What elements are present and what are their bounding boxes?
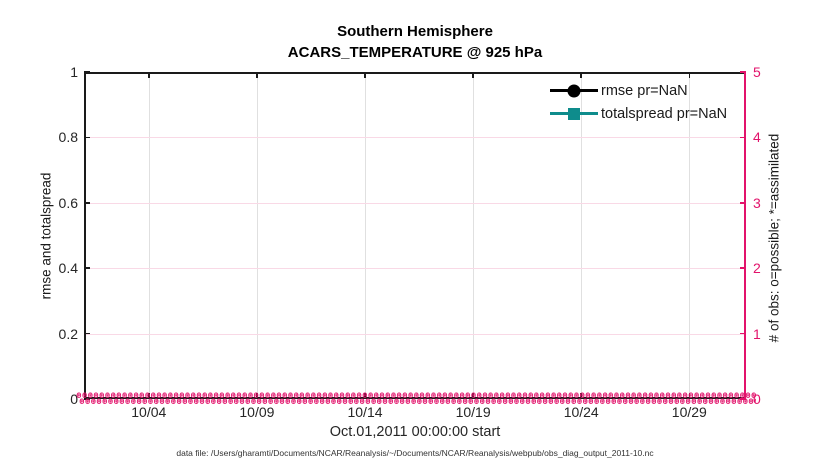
x-tick-top	[472, 72, 474, 78]
axis-spine-bottom	[84, 397, 746, 399]
y-tick-left	[84, 202, 90, 204]
x-gridline	[581, 72, 583, 399]
x-axis-tick-label: 10/14	[347, 404, 383, 420]
legend-item: rmse pr=NaN	[550, 79, 727, 102]
x-gridline	[148, 72, 150, 399]
y-axis-tick-label-left: 1	[70, 64, 78, 80]
square-marker-icon	[568, 107, 580, 120]
x-tick-top	[688, 72, 691, 78]
x-gridline	[689, 72, 691, 399]
y-tick-left	[84, 71, 90, 73]
legend: rmse pr=NaN totalspread pr=NaN	[550, 79, 727, 125]
x-tick-bottom	[364, 393, 366, 399]
legend-key	[550, 83, 598, 98]
y-axis-tick-label-right: 0	[753, 391, 761, 407]
y-axis-tick-label-left: 0	[70, 391, 78, 407]
x-tick-top	[256, 72, 258, 78]
x-tick-bottom	[256, 393, 258, 399]
y-gridline	[84, 202, 746, 204]
y-tick-left	[84, 267, 90, 269]
y-axis-tick-label-right: 3	[753, 194, 761, 211]
data-file-footnote: data file: /Users/gharamti/Documents/NCA…	[176, 448, 654, 458]
axis-spine-left	[84, 72, 86, 399]
x-gridline	[473, 72, 475, 399]
y-axis-tick-label-left: 0.6	[58, 194, 78, 211]
y-gridline	[84, 268, 746, 270]
legend-key	[550, 106, 598, 121]
y-tick-left	[84, 136, 90, 139]
x-axis-tick-label: 10/19	[455, 404, 491, 420]
x-axis-tick-label: 10/29	[671, 404, 707, 420]
legend-item: totalspread pr=NaN	[550, 102, 727, 125]
x-tick-top	[580, 72, 583, 78]
circle-marker-icon	[567, 84, 581, 97]
plot-area: rmse pr=NaN totalspread pr=NaN oooooooooo…	[76, 71, 756, 407]
axis-spine-top	[84, 72, 746, 74]
x-tick-top	[148, 72, 150, 78]
y-axis-label-right: # of obs: o=possible; *=assimilated	[766, 133, 782, 343]
y-tick-right	[740, 202, 746, 204]
y-axis-tick-label-right: 5	[753, 64, 761, 80]
y-axis-tick-label-left: 0.2	[58, 325, 78, 342]
y-tick-right	[740, 71, 746, 73]
x-axis-tick-label: 10/09	[239, 404, 275, 420]
y-axis-label-left: rmse and totalspread	[38, 172, 54, 300]
assimilated-obs-markers: ****************************************…	[79, 398, 756, 407]
y-tick-left	[84, 398, 90, 400]
legend-item-label: totalspread pr=NaN	[601, 105, 728, 122]
y-tick-right	[740, 267, 746, 269]
legend-item-label: rmse pr=NaN	[601, 82, 688, 99]
assimilated-obs-markers: ****************************************…	[76, 392, 756, 403]
x-tick-top	[364, 72, 366, 78]
y-tick-right	[740, 136, 746, 139]
y-axis-tick-label-right: 2	[753, 260, 761, 277]
x-tick-bottom	[580, 393, 583, 399]
x-axis-tick-label: 10/24	[563, 404, 599, 420]
x-axis-label: Oct.01,2011 00:00:00 start	[329, 424, 501, 440]
y-gridline	[84, 333, 746, 335]
y-tick-right	[740, 398, 746, 400]
chart-title-line1: Southern Hemisphere	[337, 23, 493, 40]
possible-obs-markers: oooooooooooooooooooooooooooooooooooooooo…	[76, 392, 756, 401]
y-axis-tick-label-left: 0.4	[58, 260, 78, 277]
x-tick-bottom	[148, 393, 150, 399]
chart-title-line2: ACARS_TEMPERATURE @ 925 hPa	[287, 44, 543, 61]
possible-obs-markers: oooooooooooooooooooooooooooooooooooooooo…	[79, 396, 756, 407]
axis-spine-right	[744, 72, 746, 399]
x-axis-tick-label: 10/04	[131, 404, 167, 420]
y-axis-tick-label-left: 0.8	[58, 129, 78, 146]
y-gridline	[84, 137, 746, 139]
x-tick-bottom	[472, 393, 474, 399]
y-axis-tick-label-right: 1	[753, 325, 761, 342]
y-axis-tick-label-right: 4	[753, 129, 761, 146]
x-gridline	[256, 72, 258, 399]
obs-count-marker-band: oooooooooooooooooooooooooooooooooooooooo…	[76, 392, 756, 407]
y-tick-left	[84, 332, 90, 335]
chart-title: Southern Hemisphere ACARS_TEMPERATURE @ …	[84, 21, 746, 63]
x-gridline	[365, 72, 366, 399]
x-tick-bottom	[688, 393, 691, 399]
y-tick-right	[740, 332, 746, 335]
